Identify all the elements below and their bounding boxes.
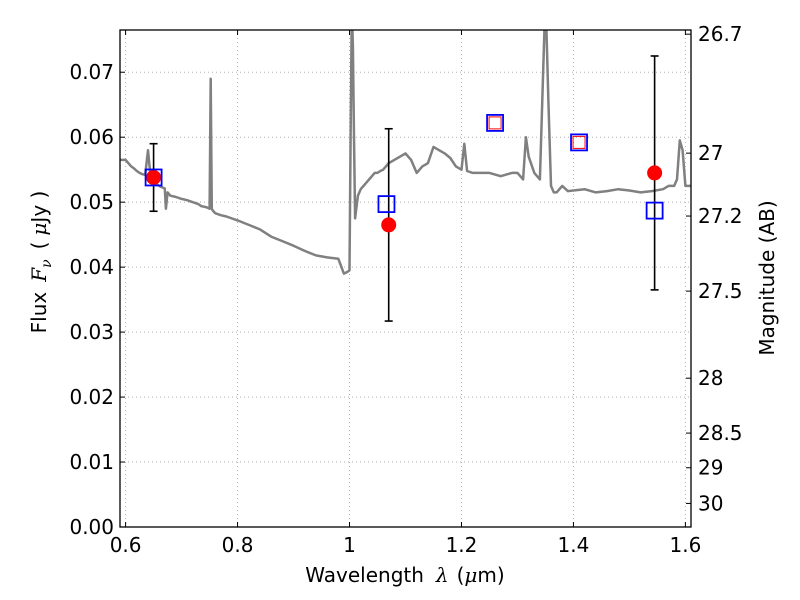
model-photometry-point: [570, 133, 588, 152]
model-photometry-inner-point: [572, 135, 586, 149]
y2-tick-label: 30: [698, 491, 723, 515]
x-tick-label: 1.4: [558, 533, 590, 557]
y-axis-label: FluxFν(μJy ): [27, 191, 55, 334]
observed-flux-point: [381, 217, 397, 233]
model-photometry-point: [377, 195, 396, 214]
y-tick-label: 0.02: [69, 385, 114, 409]
plot-area: [120, 30, 691, 322]
model-photometry-point: [486, 114, 504, 132]
model-photometry-point: [645, 201, 664, 220]
y-tick-label: 0.07: [69, 60, 114, 84]
y-tick-label: 0.03: [69, 320, 114, 344]
grid: [120, 30, 691, 528]
y2-tick-label: 26.7: [698, 22, 743, 46]
spectrum-line: [120, 30, 691, 275]
y2-tick-label: 28: [698, 366, 723, 390]
model-photometry-point: [144, 168, 163, 187]
y2-tick-label: 29: [698, 456, 723, 480]
y2-tick-label: 28.5: [698, 421, 743, 445]
y-tick-label: 0.06: [69, 125, 114, 149]
y2-tick-label: 27.5: [698, 279, 743, 303]
x-axis-label: Wavelength λ (μm): [305, 563, 504, 587]
observed-flux-point: [146, 169, 162, 185]
x-tick-label: 1.2: [446, 533, 478, 557]
y2-tick-label: 27.2: [698, 204, 743, 228]
y2-tick-label: 27: [698, 141, 723, 165]
x-tick-label: 1: [343, 533, 356, 557]
axis-ticks: 0.6 0.8 1 1.2 1.4 1.6 0.00 0.01 0.02 0.03 0.04 0.05…: [69, 22, 742, 557]
x-tick-label: 1.6: [669, 533, 701, 557]
y2-axis-label: Magnitude (AB): [755, 200, 779, 355]
plot-frame: [119, 29, 692, 528]
y-tick-label: 0.04: [69, 255, 114, 279]
y-tick-label: 0.05: [69, 190, 114, 214]
y-tick-label: 0.01: [69, 450, 114, 474]
x-tick-label: 0.6: [110, 533, 142, 557]
y-tick-label: 0.00: [69, 515, 114, 539]
observed-flux-point: [647, 165, 663, 181]
model-photometry-inner-point: [488, 116, 502, 130]
x-tick-label: 0.8: [222, 533, 254, 557]
